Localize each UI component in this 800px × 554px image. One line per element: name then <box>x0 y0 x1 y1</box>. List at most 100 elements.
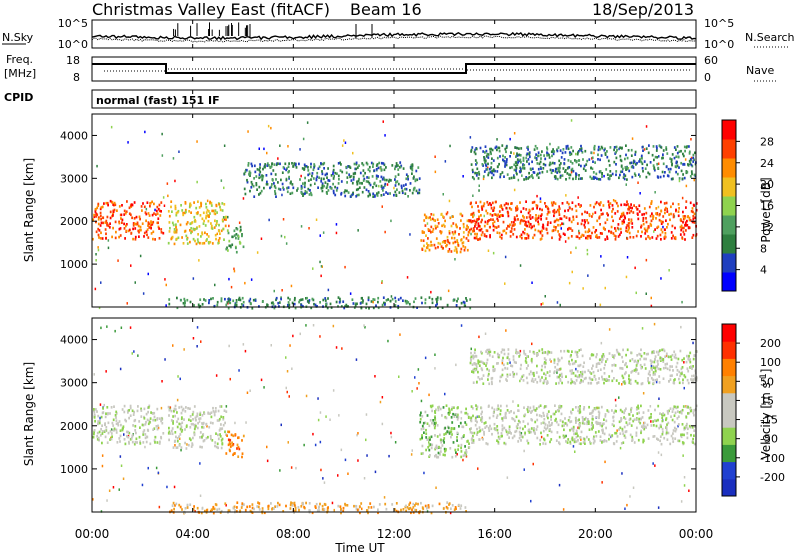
scatter-echo <box>172 344 174 347</box>
echo-cell <box>99 214 102 218</box>
echo-cell <box>624 216 626 220</box>
echo-cell <box>678 439 681 443</box>
echo-cell <box>593 146 596 150</box>
echo-cell <box>621 222 624 225</box>
echo-cell <box>533 200 536 204</box>
echo-cell <box>645 357 647 361</box>
echo-cell <box>613 442 616 446</box>
echo-cell <box>229 449 231 453</box>
echo-cell <box>184 511 186 514</box>
echo-cell <box>492 411 495 414</box>
echo-cell <box>571 427 573 431</box>
echo-cell <box>352 172 355 175</box>
echo-cell <box>451 455 454 459</box>
echo-cell <box>491 432 493 436</box>
echo-cell <box>508 411 511 414</box>
echo-cell <box>148 421 151 424</box>
echo-cell <box>394 300 397 303</box>
scatter-echo <box>214 283 216 287</box>
scatter-echo <box>131 352 133 355</box>
echo-cell <box>471 212 474 216</box>
echo-cell <box>691 207 694 210</box>
echo-cell <box>382 296 385 299</box>
echo-cell <box>128 206 131 210</box>
echo-cell <box>515 429 518 433</box>
echo-cell <box>189 419 192 422</box>
echo-cell <box>100 217 102 221</box>
echo-cell <box>407 177 409 181</box>
echo-cell <box>435 297 438 301</box>
echo-cell <box>680 169 683 173</box>
echo-cell <box>571 167 574 171</box>
echo-feature-4 <box>420 212 471 254</box>
echo-cell <box>232 299 235 303</box>
echo-cell <box>350 179 353 182</box>
echo-cell <box>533 171 536 174</box>
echo-cell <box>271 162 273 166</box>
echo-cell <box>609 146 612 149</box>
echo-cell <box>677 415 680 418</box>
echo-cell <box>191 221 194 224</box>
echo-cell <box>546 424 549 427</box>
echo-cell <box>640 425 643 428</box>
echo-cell <box>188 437 191 440</box>
echo-cell <box>670 415 672 418</box>
echo-cell <box>606 212 608 215</box>
echo-cell <box>147 410 149 414</box>
echo-cell <box>148 226 151 229</box>
echo-cell <box>486 229 489 233</box>
echo-cell <box>129 438 132 441</box>
scatter-echo <box>280 234 283 238</box>
echo-cell <box>558 213 561 216</box>
echo-feature-2 <box>225 430 245 459</box>
echo-cell <box>598 216 601 219</box>
echo-cell <box>683 426 686 430</box>
echo-cell <box>572 425 575 429</box>
echo-cell <box>210 508 213 511</box>
scatter-echo <box>312 432 314 436</box>
echo-cell <box>650 413 652 416</box>
echo-cell <box>624 409 626 412</box>
echo-cell <box>620 419 622 423</box>
echo-cell <box>591 215 593 218</box>
scatter-echo <box>120 326 123 329</box>
echo-cell <box>340 511 342 515</box>
echo-cell <box>212 410 215 413</box>
echo-cell <box>499 409 502 412</box>
echo-cell <box>99 211 102 215</box>
echo-cell <box>672 213 675 216</box>
echo-cell <box>176 439 179 443</box>
echo-cell <box>601 424 603 428</box>
echo-cell <box>590 372 593 375</box>
echo-cell <box>435 408 437 412</box>
echo-cell <box>681 433 684 436</box>
scatter-echo <box>157 426 160 430</box>
noise-left-tick-bottom: 10^0 <box>58 38 88 51</box>
echo-cell <box>460 455 463 459</box>
echo-cell <box>641 157 643 160</box>
echo-cell <box>433 243 436 247</box>
scatter-echo <box>586 252 589 256</box>
echo-cell <box>476 405 479 409</box>
scatter-echo <box>565 194 567 197</box>
echo-cell <box>95 212 98 216</box>
echo-cell <box>125 223 128 226</box>
echo-feature-7 <box>168 296 472 310</box>
echo-cell <box>595 365 598 368</box>
echo-cell <box>321 172 324 176</box>
echo-cell <box>379 180 382 183</box>
echo-cell <box>464 246 467 249</box>
scatter-echo <box>130 264 132 267</box>
echo-cell <box>544 351 547 354</box>
echo-cell <box>499 412 502 416</box>
echo-cell <box>646 163 648 167</box>
echo-cell <box>534 378 537 381</box>
echo-cell <box>175 446 178 449</box>
echo-cell <box>508 177 511 180</box>
echo-cell <box>221 209 224 212</box>
echo-cell <box>215 224 217 227</box>
echo-cell <box>685 405 688 409</box>
echo-cell <box>496 352 499 356</box>
echo-cell <box>197 233 199 236</box>
